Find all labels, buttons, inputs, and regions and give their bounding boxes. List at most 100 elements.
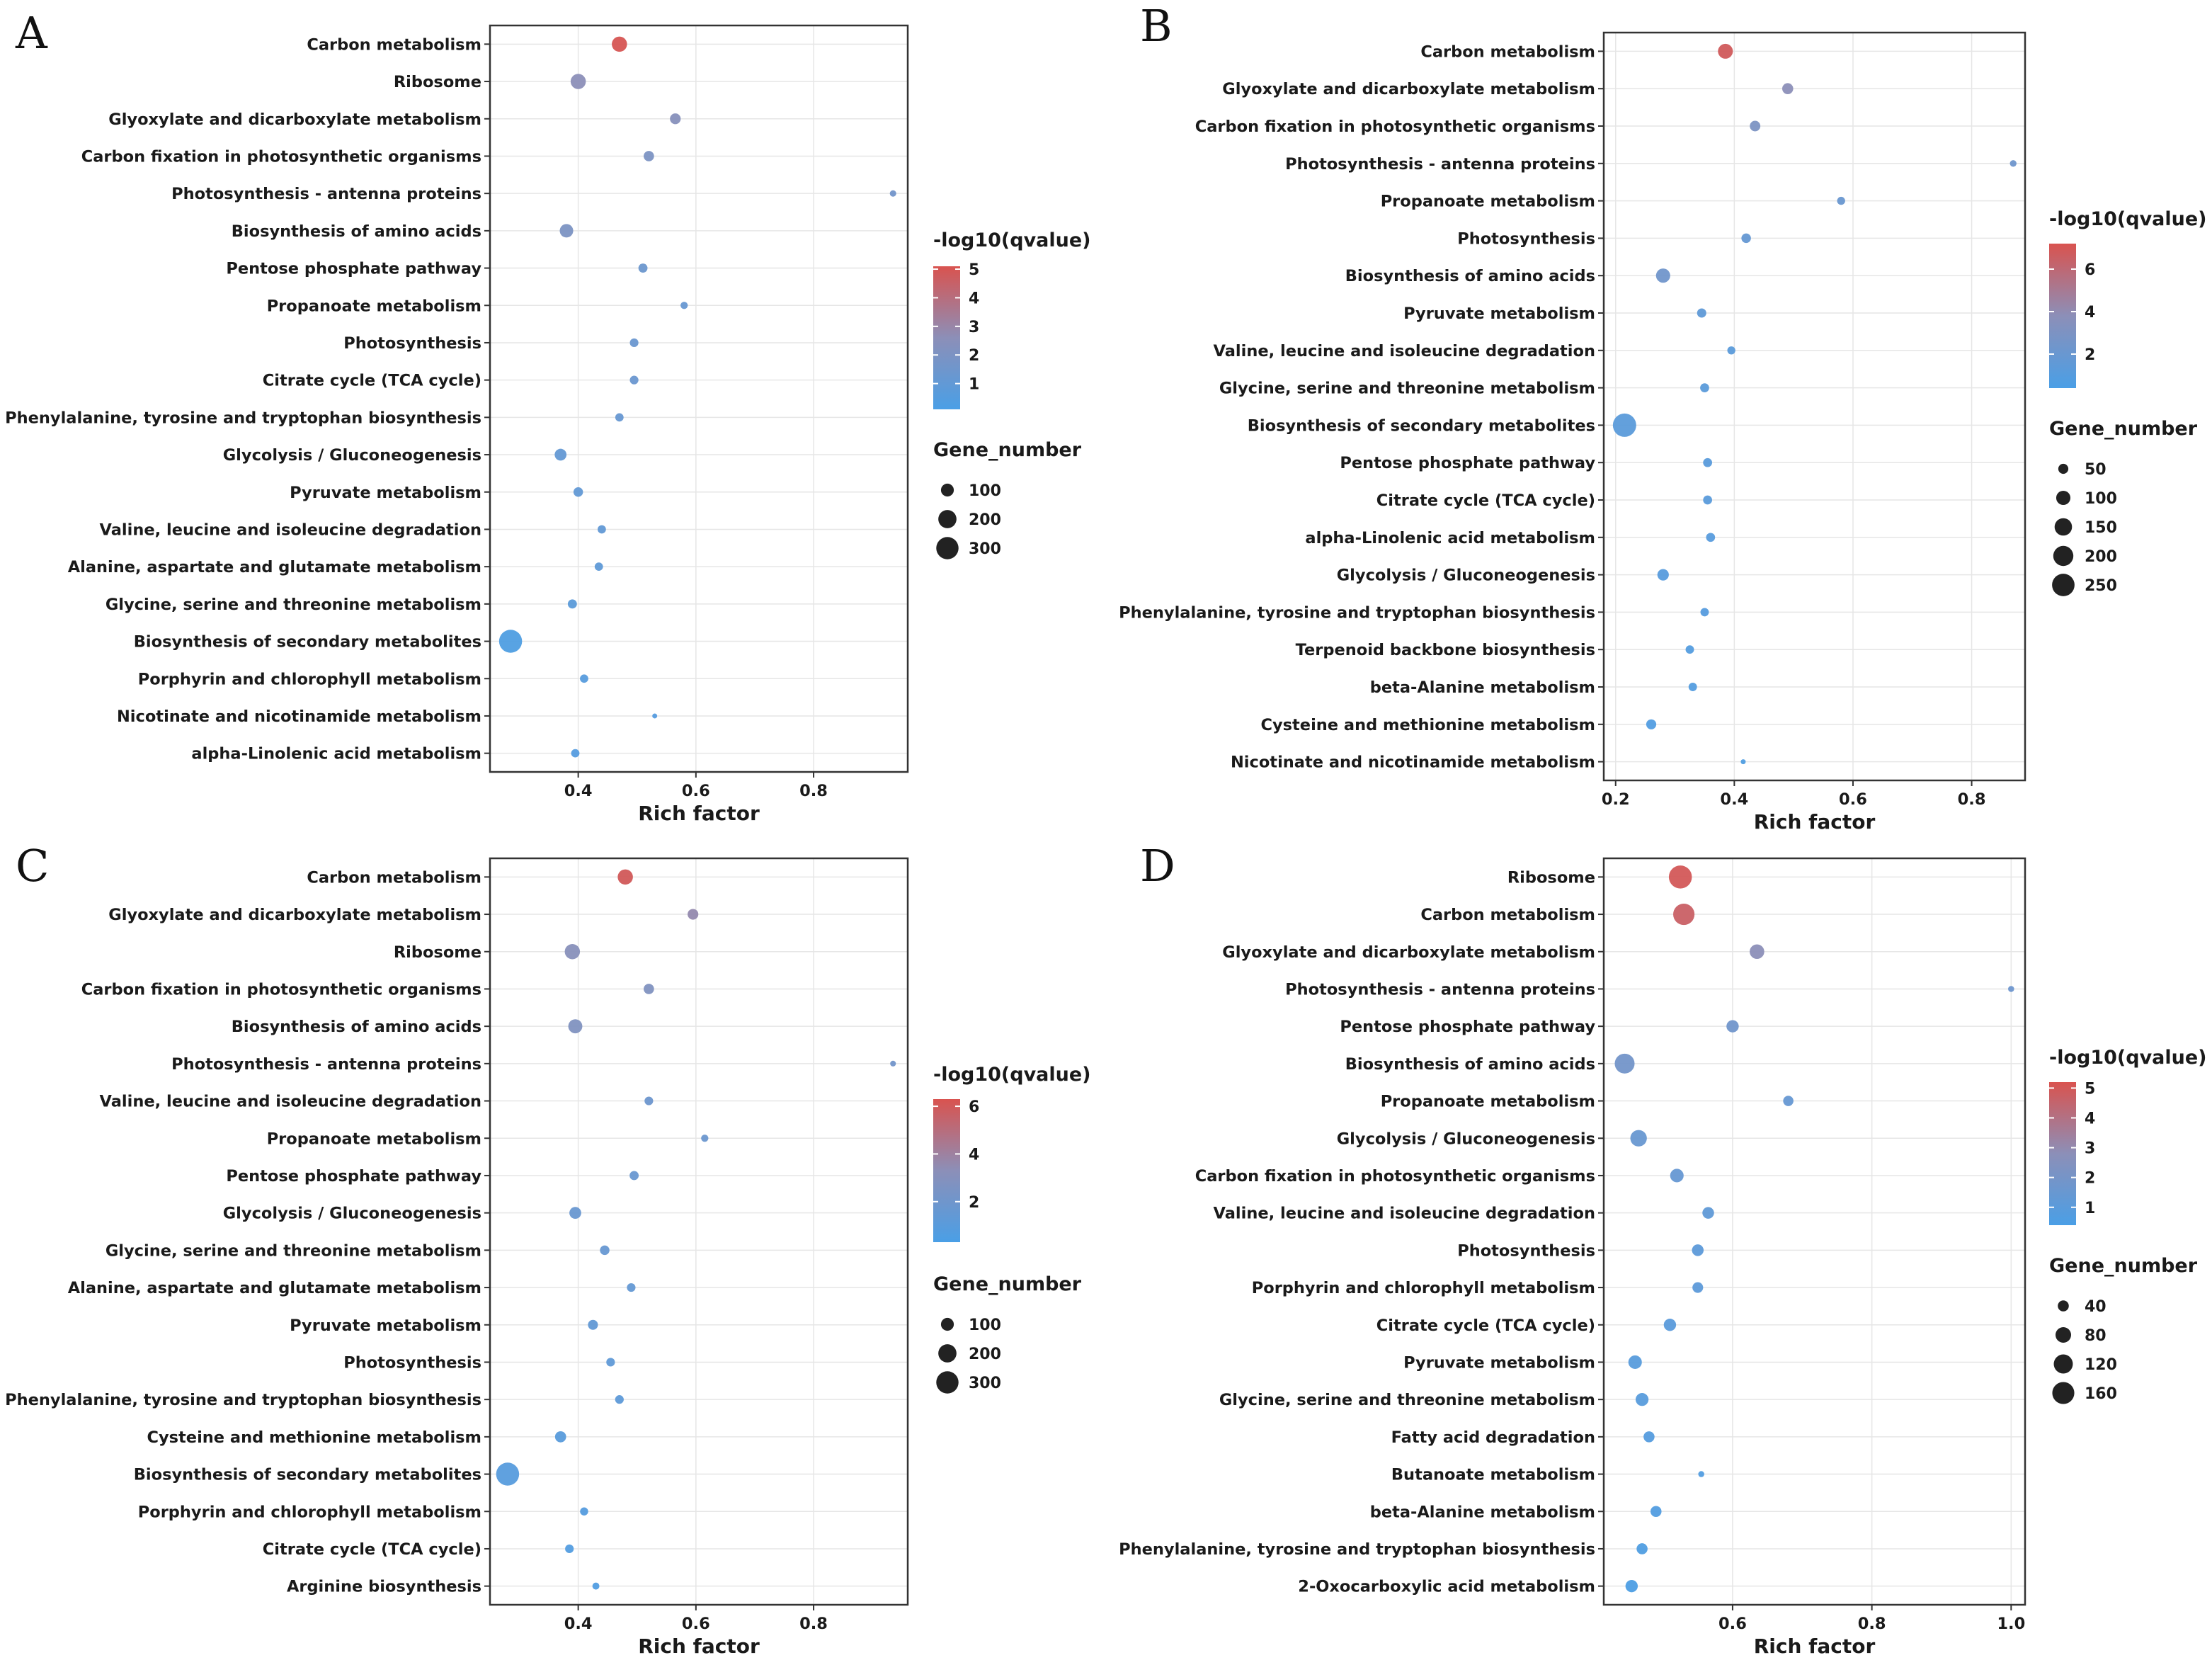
bubble-point <box>1703 457 1713 467</box>
size-legend-label: 120 <box>2085 1356 2117 1374</box>
x-tick-label: 0.8 <box>1858 1615 1886 1633</box>
size-legend-dot <box>938 1344 957 1363</box>
bubble-point <box>570 74 586 89</box>
bubble-point <box>568 1019 583 1034</box>
color-tick-label: 2 <box>2085 1170 2095 1188</box>
category-label: Phenylalanine, tyrosine and tryptophan b… <box>5 1391 481 1409</box>
category-label: Propanoate metabolism <box>1381 1093 1595 1111</box>
category-label: Carbon metabolism <box>307 868 481 887</box>
bubble-point <box>1706 533 1716 542</box>
color-legend-title: -log10(qvalue) <box>933 1064 1091 1086</box>
plot-frame <box>489 857 909 1606</box>
category-label: alpha-Linolenic acid metabolism <box>1305 529 1595 547</box>
bubble-point <box>554 448 567 461</box>
category-label: Photosynthesis - antenna proteins <box>1285 980 1595 999</box>
x-axis: 0.4 0.6 0.8 <box>564 772 828 800</box>
category-label: Photosynthesis - antenna proteins <box>171 1055 481 1074</box>
category-label: Glycolysis / Gluconeogenesis <box>1337 1130 1595 1148</box>
size-legend-dot <box>2056 1327 2071 1343</box>
color-bar <box>2049 1082 2076 1225</box>
color-tick-label: 4 <box>969 290 979 307</box>
size-legend-dot <box>2056 490 2071 506</box>
size-legend-label: 160 <box>2085 1385 2117 1403</box>
bubble-point <box>1718 43 1733 59</box>
bubble-point <box>2008 986 2014 992</box>
bubble-series <box>1614 865 2014 1593</box>
bubble-point <box>644 151 654 161</box>
size-legend-dot <box>2058 1300 2069 1312</box>
bubble-point <box>612 36 627 52</box>
bubble-point <box>1688 683 1697 691</box>
color-tick-label: 3 <box>2085 1140 2095 1158</box>
bubble-point <box>565 1544 574 1554</box>
category-label: Glyoxylate and dicarboxylate metabolism <box>108 110 481 129</box>
color-legend-title: -log10(qvalue) <box>933 229 1091 251</box>
bubble-point <box>1726 1020 1739 1033</box>
size-legend-items: 100 200 300 <box>936 482 1001 559</box>
plot-grid <box>490 858 908 1605</box>
category-label: Pentose phosphate pathway <box>226 260 481 278</box>
category-axis: Carbon metabolism Ribosome Glyoxylate and … <box>5 35 490 763</box>
color-tick-label: 3 <box>969 319 979 336</box>
bubble-point <box>1692 1282 1704 1293</box>
size-legend-dot <box>2054 518 2073 536</box>
category-label: alpha-Linolenic acid metabolism <box>191 745 481 763</box>
category-label: Ribosome <box>1507 868 1595 887</box>
x-tick-label: 0.8 <box>1958 790 1986 809</box>
panel-c: C Carbon metabolism Glyoxylate and dicarb… <box>5 840 1090 1658</box>
bubble-point <box>1750 944 1765 960</box>
panel-a: A Carbon metabolism Ribosome Glyoxylate an… <box>5 7 1090 825</box>
size-legend-label: 300 <box>969 1375 1001 1392</box>
category-label: Glycine, serine and threonine metabolism <box>106 596 481 614</box>
plot-frame <box>489 24 909 773</box>
category-label: Photosynthesis <box>1457 1241 1595 1260</box>
x-tick-label: 0.8 <box>799 1615 828 1633</box>
bubble-point <box>644 984 654 994</box>
category-label: Phenylalanine, tyrosine and tryptophan b… <box>1119 603 1595 622</box>
bubble-point <box>1685 645 1694 654</box>
bubble-point <box>1697 308 1706 318</box>
x-tick-label: 0.4 <box>564 782 593 800</box>
bubble-point <box>889 190 896 197</box>
category-label: Biosynthesis of amino acids <box>1345 267 1595 285</box>
bubble-point <box>2009 160 2017 167</box>
bubble-point <box>1700 608 1709 617</box>
bubble-point <box>1655 268 1670 283</box>
bubble-point <box>1657 569 1669 581</box>
x-tick-label: 0.6 <box>682 1615 710 1633</box>
category-label: Glycolysis / Gluconeogenesis <box>1337 567 1595 585</box>
category-label: Alanine, aspartate and glutamate metabol… <box>68 558 481 576</box>
bubble-point <box>559 224 574 238</box>
category-label: Carbon metabolism <box>307 35 481 54</box>
color-tick-label: 2 <box>969 347 979 365</box>
bubble-point <box>638 263 648 273</box>
bubble-point <box>890 1060 896 1067</box>
bubble-point <box>598 525 606 534</box>
legend: -log10(qvalue) 2 4 6 Gene_number 100 200 300 <box>933 1064 1091 1394</box>
category-label: Phenylalanine, tyrosine and tryptophan b… <box>1119 1540 1595 1559</box>
bubble-point <box>571 749 580 758</box>
category-label: Citrate cycle (TCA cycle) <box>263 1540 481 1559</box>
color-tick-label: 5 <box>2085 1080 2095 1098</box>
plot-frame <box>1602 31 2026 782</box>
category-label: Carbon metabolism <box>1420 906 1595 924</box>
size-legend-title: Gene_number <box>933 1273 1082 1295</box>
color-tick-label: 1 <box>969 376 979 394</box>
bubble-point <box>1700 383 1709 392</box>
size-legend-dot <box>940 483 954 497</box>
color-bar <box>933 266 960 409</box>
bubble-point <box>629 338 639 348</box>
bubble-point <box>1837 196 1845 205</box>
color-bar <box>2049 244 2076 388</box>
legend: -log10(qvalue) 1 2 3 4 5 Gene_number 40 80 120… <box>2049 1047 2207 1404</box>
bubble-point <box>701 1135 709 1142</box>
x-tick-label: 0.4 <box>1720 790 1748 809</box>
category-label: Carbon fixation in photosynthetic organi… <box>81 980 481 999</box>
size-legend-title: Gene_number <box>933 439 1082 461</box>
x-tick-label: 0.8 <box>799 782 828 800</box>
color-legend-title: -log10(qvalue) <box>2049 1047 2207 1069</box>
category-label: Photosynthesis - antenna proteins <box>171 185 481 203</box>
size-legend-label: 200 <box>2085 548 2117 566</box>
plot-grid <box>1604 33 2025 780</box>
